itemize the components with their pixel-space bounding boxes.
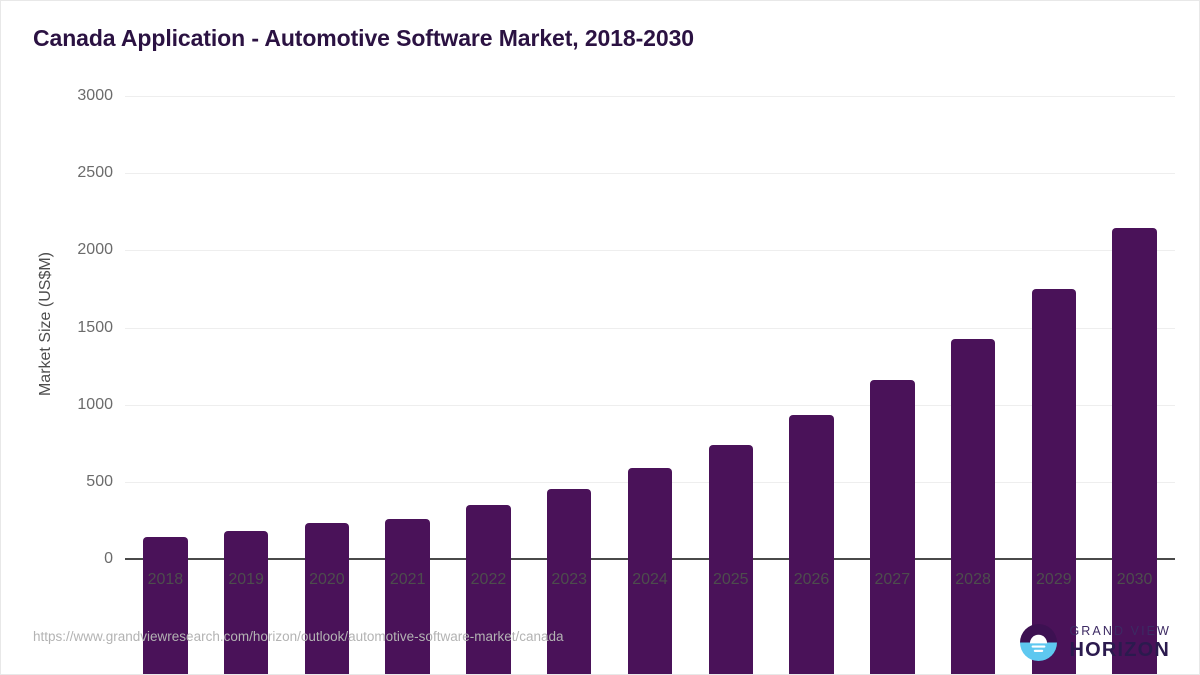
gridline <box>125 96 1175 97</box>
bar[interactable] <box>385 519 430 674</box>
bar-slot <box>385 118 430 674</box>
bar-slot <box>547 118 592 674</box>
y-axis-tick-label: 500 <box>86 472 113 490</box>
logo-line-2: HORIZON <box>1069 639 1171 662</box>
brand-logo[interactable]: GRAND VIEW HORIZON <box>1017 621 1171 664</box>
bar-slot <box>870 118 915 674</box>
bar-slot <box>223 118 269 674</box>
gridline <box>125 404 1175 406</box>
x-axis-tick-label: 2028 <box>955 571 991 588</box>
x-axis-tick-label: 2024 <box>632 571 668 588</box>
x-axis-tick-label: 2022 <box>470 571 507 588</box>
x-axis-tick-label: 2018 <box>147 571 184 588</box>
bar-slot <box>708 118 753 674</box>
y-axis-tick-label: 1500 <box>77 318 113 336</box>
bar[interactable] <box>547 488 592 674</box>
y-axis-ticks: 0 500 1000 1500 2000 2500 3000 <box>53 1 113 674</box>
bar-slot <box>466 118 511 674</box>
bar[interactable] <box>304 523 350 674</box>
y-axis-tick-label: 2000 <box>77 241 113 259</box>
bar[interactable] <box>789 415 834 674</box>
gridline <box>125 173 1175 175</box>
bar[interactable] <box>466 504 511 674</box>
y-axis-tick-label: 3000 <box>77 87 113 104</box>
logo-wordmark: GRAND VIEW HORIZON <box>1069 625 1171 661</box>
horizon-circle-icon <box>1020 624 1058 661</box>
x-axis-tick-label: 2025 <box>712 571 749 588</box>
bar[interactable] <box>1031 288 1077 674</box>
bar[interactable] <box>143 537 188 674</box>
y-axis-tick-label: 2500 <box>77 164 113 182</box>
x-axis-tick-label: 2019 <box>228 571 264 588</box>
y-axis-tick-label: 0 <box>104 550 113 567</box>
bar[interactable] <box>627 468 673 674</box>
x-axis-tick-label: 2020 <box>309 571 345 588</box>
bar-slot <box>950 118 996 674</box>
bar[interactable] <box>1112 228 1157 674</box>
bar[interactable] <box>950 338 996 674</box>
x-axis-tick-label: 2030 <box>1116 571 1153 588</box>
source-url[interactable]: https://www.grandviewresearch.com/horizo… <box>33 629 564 644</box>
bar-slot <box>143 118 188 674</box>
bar-slot <box>1112 118 1157 674</box>
bar[interactable] <box>223 530 269 674</box>
bar-slot <box>1031 118 1077 674</box>
x-axis-tick-label: 2023 <box>551 571 588 588</box>
gridline <box>125 327 1175 329</box>
bar-series <box>125 1 1175 674</box>
x-axis-tick-label: 2021 <box>389 571 426 588</box>
bar-slot <box>627 118 673 674</box>
bar-slot <box>789 118 834 674</box>
x-axis-tick-label: 2026 <box>793 571 830 588</box>
y-axis-tick-label: 1000 <box>77 395 113 413</box>
gridline <box>125 250 1175 252</box>
bar[interactable] <box>870 380 915 674</box>
bar[interactable] <box>708 445 753 674</box>
bar-slot <box>304 118 350 674</box>
page-title: Canada Application - Automotive Software… <box>33 25 694 51</box>
x-axis-tick-label: 2027 <box>874 571 911 588</box>
x-axis-tick-label: 2029 <box>1036 571 1072 588</box>
logo-line-1: GRAND VIEW <box>1069 623 1171 638</box>
